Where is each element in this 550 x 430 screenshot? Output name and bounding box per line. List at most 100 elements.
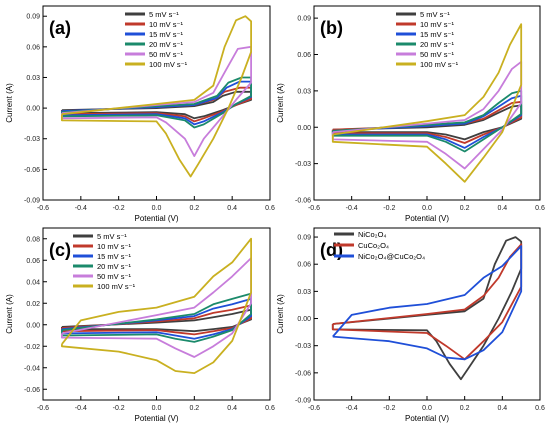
y-tick-label: -0.03 bbox=[295, 343, 311, 350]
legend-label: 100 mV s⁻¹ bbox=[97, 282, 136, 291]
legend-label: 5 mV s⁻¹ bbox=[97, 232, 127, 241]
x-tick-label: 0.2 bbox=[460, 405, 470, 412]
legend-label: 20 mV s⁻¹ bbox=[149, 40, 183, 49]
legend-label: 50 mV s⁻¹ bbox=[149, 50, 183, 59]
legend-label: 15 mV s⁻¹ bbox=[97, 252, 131, 261]
series-line bbox=[331, 23, 523, 183]
x-tick-label: -0.2 bbox=[113, 405, 125, 412]
series-line bbox=[61, 292, 252, 343]
x-tick-label: -0.4 bbox=[75, 205, 87, 212]
y-tick-label: 0.03 bbox=[26, 75, 40, 82]
y-tick-label: 0.00 bbox=[297, 125, 311, 132]
y-axis-label: Current (A) bbox=[5, 294, 14, 334]
y-tick-label: 0.06 bbox=[26, 258, 40, 265]
x-tick-label: 0.0 bbox=[152, 405, 162, 412]
y-axis-label: Current (A) bbox=[5, 83, 14, 123]
x-tick-label: 0.6 bbox=[535, 205, 545, 212]
x-tick-label: 0.4 bbox=[497, 405, 507, 412]
legend-label: 15 mV s⁻¹ bbox=[420, 30, 454, 39]
series-line bbox=[61, 15, 252, 178]
x-axis-label: Potential (V) bbox=[134, 414, 178, 423]
x-tick-label: -0.2 bbox=[113, 205, 125, 212]
y-tick-label: -0.06 bbox=[295, 198, 311, 205]
y-tick-label: 0.09 bbox=[26, 14, 40, 21]
legend-label: 5 mV s⁻¹ bbox=[420, 10, 450, 19]
x-tick-label: 0.2 bbox=[189, 405, 199, 412]
y-tick-label: -0.09 bbox=[24, 198, 40, 205]
legend-label: 10 mV s⁻¹ bbox=[149, 20, 183, 29]
x-tick-label: 0.2 bbox=[189, 205, 199, 212]
x-tick-label: 0.0 bbox=[422, 405, 432, 412]
y-tick-label: 0.06 bbox=[26, 44, 40, 51]
legend-label: NiCo₂O₄ bbox=[358, 230, 386, 239]
x-tick-label: 0.4 bbox=[227, 205, 237, 212]
x-tick-label: 0.6 bbox=[265, 405, 275, 412]
y-tick-label: -0.02 bbox=[24, 344, 40, 351]
series-line bbox=[61, 237, 252, 374]
chart-panel: -0.6 -0.4 -0.2 0.0 0.2 0.4 0.6 -0.06 -0.03 0.00 0.… bbox=[276, 5, 545, 223]
y-tick-label: 0.03 bbox=[297, 289, 311, 296]
legend-label: 10 mV s⁻¹ bbox=[420, 20, 454, 29]
y-tick-label: -0.06 bbox=[24, 387, 40, 394]
y-tick-label: 0.00 bbox=[26, 322, 40, 329]
chart-panel: -0.6 -0.4 -0.2 0.0 0.2 0.4 0.6 -0.06 -0.04 -0.02 0… bbox=[5, 227, 275, 423]
y-tick-label: -0.06 bbox=[24, 167, 40, 174]
x-axis-label: Potential (V) bbox=[134, 214, 178, 223]
y-tick-label: 0.03 bbox=[297, 88, 311, 95]
x-tick-label: 0.0 bbox=[152, 205, 162, 212]
x-tick-label: 0.4 bbox=[497, 205, 507, 212]
series-line bbox=[331, 94, 523, 149]
y-tick-label: -0.03 bbox=[295, 161, 311, 168]
y-tick-label: 0.06 bbox=[297, 262, 311, 269]
x-tick-label: -0.2 bbox=[383, 205, 395, 212]
x-tick-label: -0.6 bbox=[37, 405, 49, 412]
series-line bbox=[61, 45, 252, 157]
series-line bbox=[331, 236, 523, 381]
legend-label: 50 mV s⁻¹ bbox=[420, 50, 454, 59]
legend-label: 100 mV s⁻¹ bbox=[420, 60, 459, 69]
series-line bbox=[331, 90, 523, 153]
y-tick-label: 0.02 bbox=[26, 301, 40, 308]
y-tick-label: -0.09 bbox=[295, 398, 311, 405]
x-tick-label: -0.4 bbox=[346, 405, 358, 412]
series-line bbox=[331, 104, 523, 141]
chart-panel: -0.6 -0.4 -0.2 0.0 0.2 0.4 0.6 -0.09 -0.06 -0.03 0… bbox=[276, 227, 545, 423]
y-axis-label: Current (A) bbox=[276, 294, 285, 334]
x-axis-label: Potential (V) bbox=[405, 414, 449, 423]
x-tick-label: -0.6 bbox=[308, 405, 320, 412]
series-line bbox=[61, 76, 252, 129]
legend-label: 20 mV s⁻¹ bbox=[420, 40, 454, 49]
x-tick-label: 0.0 bbox=[422, 205, 432, 212]
legend-label: 50 mV s⁻¹ bbox=[97, 272, 131, 281]
y-tick-label: 0.08 bbox=[26, 236, 40, 243]
x-tick-label: -0.4 bbox=[75, 405, 87, 412]
legend-label: CuCo₂O₄ bbox=[358, 241, 389, 250]
y-tick-label: 0.00 bbox=[26, 106, 40, 113]
x-tick-label: 0.4 bbox=[227, 405, 237, 412]
legend-label: 15 mV s⁻¹ bbox=[149, 30, 183, 39]
y-tick-label: -0.03 bbox=[24, 136, 40, 143]
y-tick-label: 0.09 bbox=[297, 235, 311, 242]
x-tick-label: -0.6 bbox=[308, 205, 320, 212]
legend-label: 5 mV s⁻¹ bbox=[149, 10, 179, 19]
y-tick-label: 0.06 bbox=[297, 52, 311, 59]
legend-label: 20 mV s⁻¹ bbox=[97, 262, 131, 271]
x-tick-label: -0.4 bbox=[346, 205, 358, 212]
y-axis-label: Current (A) bbox=[276, 83, 285, 123]
y-tick-label: 0.00 bbox=[297, 316, 311, 323]
x-tick-label: 0.6 bbox=[265, 205, 275, 212]
x-tick-label: -0.2 bbox=[383, 405, 395, 412]
legend-label: 100 mV s⁻¹ bbox=[149, 60, 188, 69]
panel-label: (c) bbox=[49, 240, 71, 260]
chart-panel: -0.6 -0.4 -0.2 0.0 0.2 0.4 0.6 -0.09 -0.06 -0.03 0… bbox=[5, 5, 275, 223]
y-tick-label: 0.09 bbox=[297, 16, 311, 23]
legend-label: NiCo₂O₄@CuCo₂O₄ bbox=[358, 252, 425, 261]
y-tick-label: 0.04 bbox=[26, 279, 40, 286]
series-line bbox=[332, 245, 523, 361]
x-tick-label: -0.6 bbox=[37, 205, 49, 212]
panel-label: (a) bbox=[49, 18, 71, 38]
x-axis-label: Potential (V) bbox=[405, 214, 449, 223]
y-tick-label: -0.04 bbox=[24, 365, 40, 372]
x-tick-label: 0.6 bbox=[535, 405, 545, 412]
